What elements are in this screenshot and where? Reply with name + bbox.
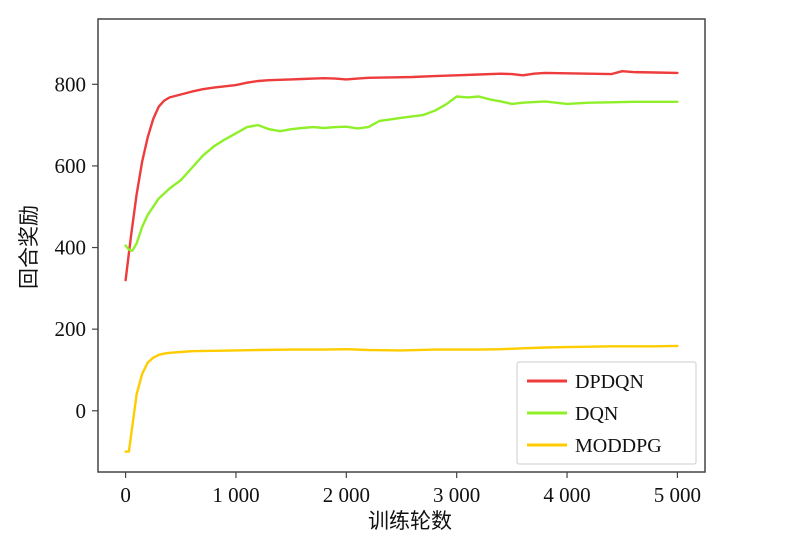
- x-tick-label: 4 000: [543, 483, 590, 507]
- x-axis-title: 训练轮数: [368, 509, 452, 533]
- legend-label-dpdqn: DPDQN: [575, 371, 644, 393]
- legend: DPDQN DQN MODDPG: [516, 361, 697, 465]
- series-line-dpdqn: [124, 69, 679, 282]
- x-axis: 0 1 000 2 000 3 000 4 000 5 000: [120, 472, 701, 507]
- y-tick-label: 800: [55, 72, 87, 96]
- y-tick-label: 600: [55, 154, 87, 178]
- y-tick-label: 400: [55, 236, 87, 260]
- x-tick-label: 1 000: [212, 483, 259, 507]
- x-tick-label: 5 000: [654, 483, 701, 507]
- legend-label-moddpg: MODDPG: [575, 435, 662, 457]
- y-axis-title: 回合奖励: [17, 205, 41, 289]
- legend-label-dqn: DQN: [575, 403, 618, 425]
- x-tick-label: 3 000: [433, 483, 480, 507]
- y-tick-label: 200: [55, 317, 87, 341]
- series-line-dqn: [124, 95, 679, 253]
- x-tick-label: 2 000: [323, 483, 370, 507]
- legend-box: [516, 361, 697, 465]
- y-axis: 0 200 400 600 800: [55, 72, 98, 423]
- series-layer: [124, 69, 679, 453]
- x-tick-label: 0: [120, 483, 131, 507]
- series-line-moddpg: [124, 344, 679, 453]
- y-tick-label: 0: [76, 399, 87, 423]
